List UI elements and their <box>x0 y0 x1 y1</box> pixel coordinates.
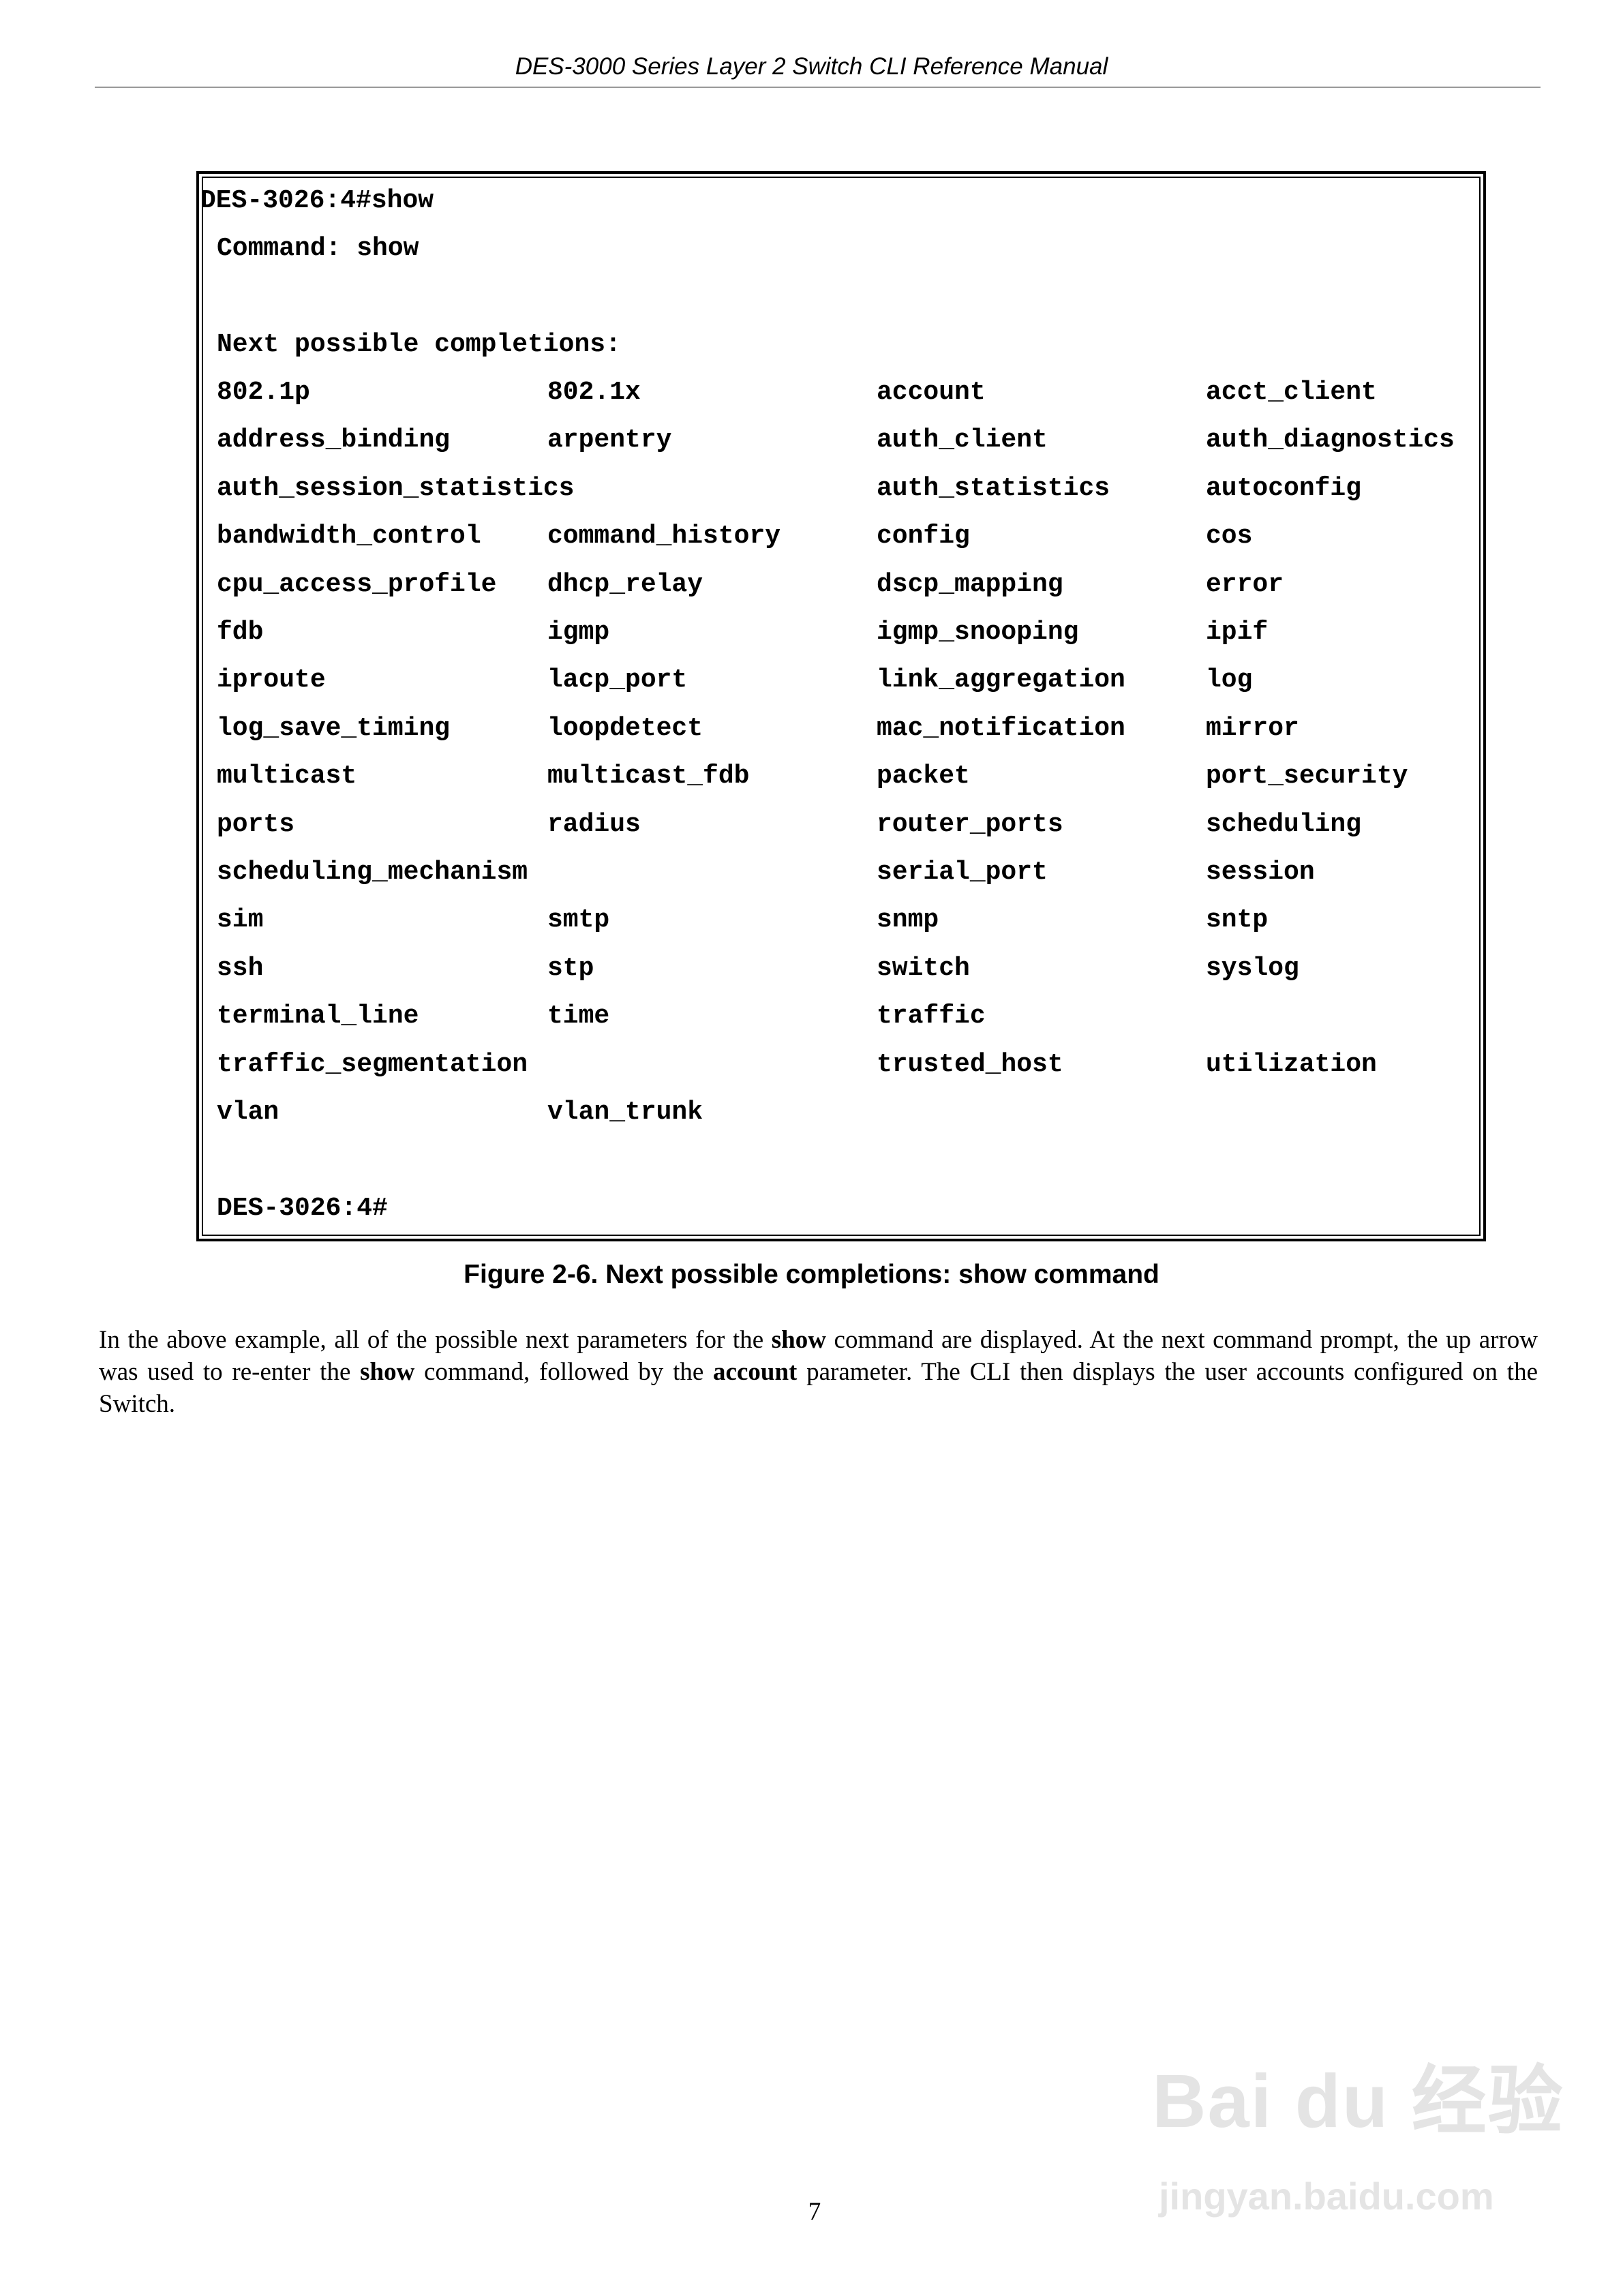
completion-item: auth_diagnostics <box>1206 425 1455 455</box>
completion-item: snmp <box>877 905 939 935</box>
final-prompt: DES-3026:4# <box>217 1193 388 1223</box>
prompt-line: DES-3026:4#show <box>200 186 434 215</box>
completion-item: address_binding <box>217 425 451 455</box>
completion-item: auth_client <box>877 425 1048 455</box>
completion-item: autoconfig <box>1206 473 1362 503</box>
paragraph-text: In the above example, all of the possibl… <box>99 1326 772 1354</box>
completion-item: 802.1p <box>217 378 310 407</box>
body-paragraph: In the above example, all of the possibl… <box>99 1324 1538 1420</box>
paragraph-text: command are displayed. At the next comma… <box>99 1326 1538 1386</box>
paragraph-text: parameter. The CLI then displays the use… <box>99 1358 1538 1418</box>
completion-item: log <box>1206 665 1253 695</box>
completion-item: command_history <box>547 522 781 552</box>
completion-item: serial_port <box>877 858 1048 887</box>
completion-item: trusted_host <box>877 1049 1063 1079</box>
completion-item: sim <box>217 905 264 935</box>
completion-item: sntp <box>1206 905 1269 935</box>
figure-caption: Figure 2-6. Next possible completions: s… <box>464 1260 1159 1289</box>
completion-item: session <box>1206 858 1315 887</box>
completion-item: radius <box>547 809 641 839</box>
completion-item: multicast_fdb <box>547 761 750 791</box>
completion-item: traffic <box>877 1001 986 1031</box>
paragraph-text: command, followed by the <box>414 1358 714 1386</box>
completion-item: igmp_snooping <box>877 618 1079 647</box>
completion-item: scheduling <box>1206 809 1362 839</box>
completion-item: ssh <box>217 953 264 983</box>
completion-item: time <box>547 1001 610 1031</box>
completion-item: acct_client <box>1206 378 1377 407</box>
running-header: DES-3000 Series Layer 2 Switch CLI Refer… <box>515 53 1108 80</box>
completion-item: utilization <box>1206 1049 1377 1079</box>
completion-item: syslog <box>1206 953 1299 983</box>
completion-item: iproute <box>217 665 326 695</box>
completion-item: mac_notification <box>877 713 1125 743</box>
bold-term: account <box>713 1358 798 1386</box>
command-line: Command: show <box>217 234 419 263</box>
completion-item: loopdetect <box>547 713 703 743</box>
completion-item: port_security <box>1206 761 1408 791</box>
completion-item: ports <box>217 809 295 839</box>
baidu-watermark-url: jingyan.baidu.com <box>1159 2175 1494 2218</box>
terminal-figure: DES-3026:4#show Command: show Next possi… <box>196 171 1486 1241</box>
bold-term: show <box>771 1326 826 1354</box>
completion-item: stp <box>547 953 594 983</box>
completion-item: error <box>1206 569 1284 599</box>
completion-item: config <box>877 522 970 552</box>
header-rule <box>95 87 1541 88</box>
completion-item: vlan <box>217 1098 279 1127</box>
completion-item: lacp_port <box>547 665 688 695</box>
completion-item: traffic_segmentation <box>217 1049 528 1079</box>
completion-item: scheduling_mechanism <box>217 858 528 887</box>
completion-item: account <box>877 378 986 407</box>
completion-item: dscp_mapping <box>877 569 1063 599</box>
completion-item: cos <box>1206 522 1253 552</box>
completion-item: link_aggregation <box>877 665 1125 695</box>
completion-item: dhcp_relay <box>547 569 703 599</box>
completion-item: mirror <box>1206 713 1299 743</box>
completion-item: bandwidth_control <box>217 522 481 552</box>
completion-item: router_ports <box>877 809 1063 839</box>
completion-item: terminal_line <box>217 1001 419 1031</box>
baidu-watermark-logo: Bai du 经验 <box>1152 2059 1564 2143</box>
completion-item: cpu_access_profile <box>217 569 497 599</box>
completion-item: fdb <box>217 618 264 647</box>
completion-item: igmp <box>547 618 610 647</box>
completion-item: smtp <box>547 905 610 935</box>
completion-item: log_save_timing <box>217 713 451 743</box>
terminal-inner-border <box>202 177 1481 1236</box>
completion-item: arpentry <box>547 425 672 455</box>
completion-item: auth_session_statistics <box>217 473 575 503</box>
bold-term: show <box>360 1358 415 1386</box>
completion-item: auth_statistics <box>877 473 1110 503</box>
completion-item: vlan_trunk <box>547 1098 703 1127</box>
completions-heading: Next possible completions: <box>217 330 621 359</box>
completion-item: switch <box>877 953 970 983</box>
completion-item: multicast <box>217 761 357 791</box>
completion-item: ipif <box>1206 618 1269 647</box>
completion-item: 802.1x <box>547 378 641 407</box>
page-number: 7 <box>808 2198 821 2226</box>
completion-item: packet <box>877 761 970 791</box>
